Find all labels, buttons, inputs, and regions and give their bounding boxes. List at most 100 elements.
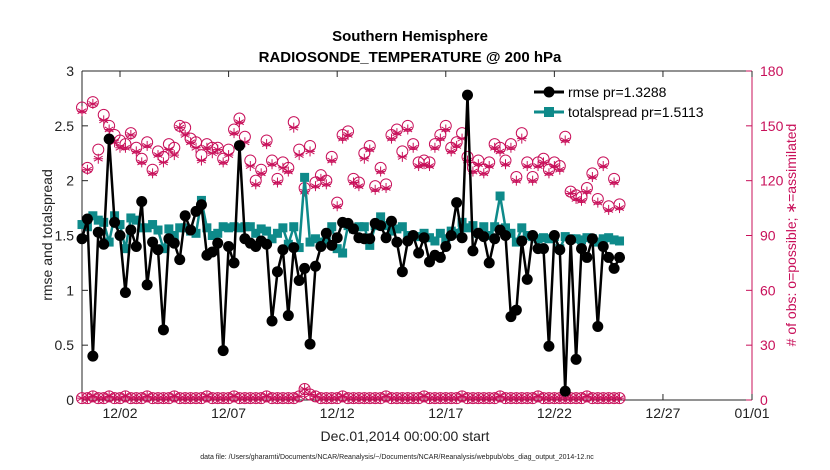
totalspread-point <box>137 223 147 233</box>
totalspread-point <box>310 234 320 244</box>
totalspread-point <box>131 215 141 225</box>
totalspread-point <box>376 212 386 222</box>
rmse-point <box>195 199 207 211</box>
totalspread-point <box>153 225 163 235</box>
legend-rmse-label: rmse pr=1.3288 <box>568 84 667 100</box>
totalspread-point <box>577 235 587 245</box>
obs-assimilated-point <box>327 155 337 166</box>
rmse-point <box>538 243 550 255</box>
obs-assimilated-point <box>256 168 266 179</box>
y-tick-label-right: 0 <box>760 392 768 408</box>
obs-assimilated-point <box>305 146 315 157</box>
totalspread-point <box>180 223 190 233</box>
rmse-point <box>277 244 289 256</box>
x-axis-label: Dec.01,2014 00:00:00 start <box>321 428 490 444</box>
obs-assimilated-point <box>408 142 418 153</box>
rmse-point <box>326 239 338 251</box>
obs-assimilated-point <box>538 157 549 168</box>
rmse-point <box>592 321 604 333</box>
totalspread-point <box>615 236 625 246</box>
rmse-point <box>434 251 446 263</box>
totalspread-point <box>77 220 87 230</box>
obs-assimilated-point <box>614 203 625 214</box>
obs-assimilated-point <box>136 157 147 168</box>
totalspread-point <box>511 237 521 247</box>
rmse-point <box>570 353 582 365</box>
rmse-point <box>76 233 88 245</box>
y-tick-label: 1 <box>66 282 74 298</box>
rmse-point <box>266 315 278 327</box>
totalspread-point <box>148 220 158 230</box>
totalspread-point <box>609 235 619 245</box>
totalspread-point <box>272 228 282 238</box>
y-tick-label-right: 60 <box>760 282 776 298</box>
obs-assimilated-point <box>555 164 565 175</box>
totalspread-point <box>539 233 549 243</box>
obs-assimilated-point <box>614 393 625 404</box>
y-tick-label: 3 <box>66 63 74 79</box>
totalspread-point <box>321 235 331 245</box>
totalspread-point <box>338 248 348 258</box>
obs-assimilated-point <box>473 159 484 170</box>
obs-assimilated-point <box>223 150 234 161</box>
obs-assimilated-point <box>283 166 294 177</box>
obs-assimilated-point <box>441 124 451 135</box>
obs-assimilated-point <box>527 175 538 186</box>
obs-assimilated-point <box>185 137 196 148</box>
rmse-point <box>331 232 343 244</box>
obs-assimilated-point <box>278 162 288 173</box>
totalspread-point <box>452 228 462 238</box>
rmse-point <box>168 237 180 249</box>
rmse-point <box>451 197 463 209</box>
rmse-point <box>364 233 376 245</box>
obs-assimilated-point <box>582 186 592 197</box>
rmse-point <box>456 232 468 244</box>
obs-assimilated-point <box>212 144 223 155</box>
legend-spread-marker <box>544 107 554 117</box>
obs-assimilated-point <box>359 153 370 164</box>
totalspread-point <box>262 226 272 236</box>
totalspread-point <box>289 222 299 232</box>
rmse-point <box>315 240 327 252</box>
rmse-point <box>597 240 609 252</box>
totalspread-point <box>501 223 511 233</box>
y-axis-label-right: # of obs: o=possible; ∗=assimilated <box>783 124 799 347</box>
obs-assimilated-point <box>245 161 256 172</box>
obs-assimilated-point <box>131 146 142 157</box>
obs-assimilated-point <box>386 133 397 144</box>
rmse-point <box>461 89 473 101</box>
obs-assimilated-point <box>381 182 391 193</box>
rmse-point <box>521 273 533 285</box>
totalspread-point <box>300 172 310 182</box>
obs-assimilated-point <box>397 151 408 162</box>
totalspread-point <box>359 222 369 232</box>
rmse-point <box>396 266 408 278</box>
obs-assimilated-point <box>484 161 494 172</box>
obs-assimilated-point <box>229 128 239 139</box>
rmse-point <box>614 251 626 263</box>
totalspread-point <box>229 222 239 232</box>
obs-assimilated-point <box>310 181 321 192</box>
obs-assimilated-point <box>500 159 511 170</box>
obs-assimilated-point <box>598 161 608 172</box>
y-tick-label: 0.5 <box>55 337 75 353</box>
y-tick-label-right: 30 <box>760 337 776 353</box>
rmse-point <box>375 220 387 232</box>
totalspread-point <box>164 224 174 234</box>
obs-assimilated-point <box>272 177 283 188</box>
totalspread-point <box>256 224 266 234</box>
rmse-point <box>261 238 273 250</box>
rmse-point <box>489 233 501 245</box>
obs-assimilated-point <box>522 161 532 172</box>
totalspread-point <box>598 234 608 244</box>
chart-subtitle: RADIOSONDE_TEMPERATURE @ 200 hPa <box>259 49 562 66</box>
obs-assimilated-point <box>593 197 603 208</box>
obs-assimilated-point <box>609 177 619 188</box>
totalspread-point <box>430 236 440 246</box>
totalspread-point <box>365 240 375 250</box>
totalspread-point <box>484 231 494 240</box>
obs-assimilated-point <box>180 129 190 140</box>
obs-assimilated-point <box>196 155 207 166</box>
obs-assimilated-point <box>424 161 435 172</box>
totalspread-point <box>332 244 342 254</box>
